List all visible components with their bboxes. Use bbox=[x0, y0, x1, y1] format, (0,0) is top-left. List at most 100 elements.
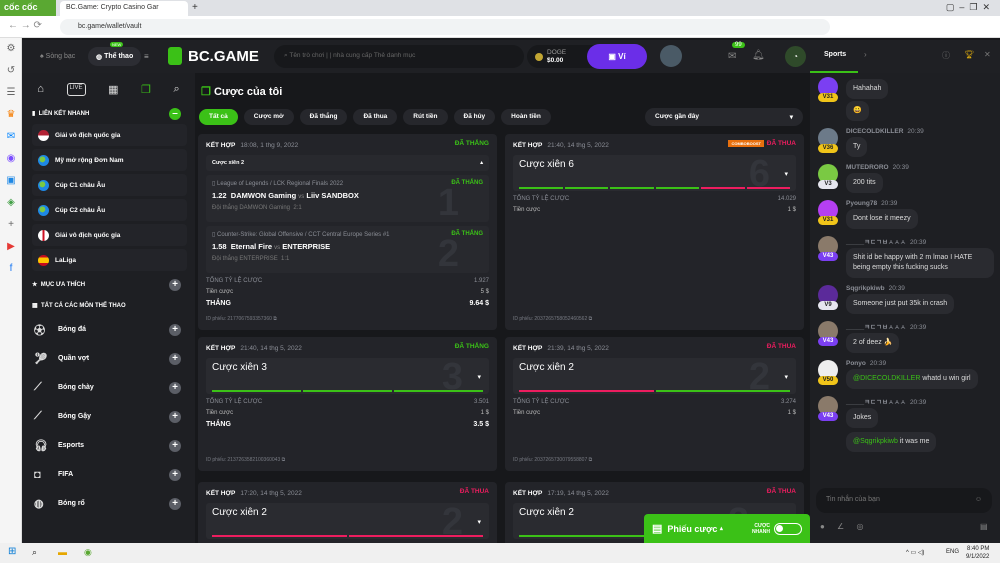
copy-icon[interactable]: ⧉ bbox=[273, 316, 277, 322]
url-field[interactable]: bc.game/wallet/vault bbox=[60, 19, 830, 35]
quick-link[interactable]: LaLiga bbox=[32, 249, 187, 271]
avatar[interactable] bbox=[818, 200, 838, 220]
avatar[interactable] bbox=[818, 77, 838, 97]
window-controls[interactable]: ▢ – ❐ ✕ bbox=[945, 2, 990, 12]
quick-link[interactable]: Cúp C1 châu Âu bbox=[32, 174, 187, 196]
browser-tab[interactable]: BC.Game: Crypto Casino Gar bbox=[60, 1, 188, 16]
bet-card[interactable]: KẾT HỢP 18:08, 1 thg 9, 2022 ĐÃ THẮNG Cược… bbox=[198, 134, 497, 330]
filter-tab[interactable]: Tất cả bbox=[199, 109, 238, 125]
parlay-header[interactable]: Cược xiên 2 ▴ bbox=[206, 155, 489, 171]
username[interactable]: Ponyo bbox=[846, 360, 866, 367]
chat-toggle-icon[interactable]: ◔ bbox=[785, 46, 806, 67]
sport-item[interactable]: ◍ Bóng rổ + bbox=[22, 489, 195, 518]
add-icon[interactable]: + bbox=[8, 219, 14, 230]
expand-button[interactable]: + bbox=[169, 497, 181, 510]
settings-icon[interactable]: ⚙ bbox=[6, 43, 16, 54]
username[interactable]: _____ㅋㄷㄱㅂㅅㅅㅅ bbox=[846, 239, 906, 246]
home-icon[interactable]: ⌂ bbox=[37, 83, 44, 95]
bet-card[interactable]: KẾT HỢP 17:20, 14 thg 5, 2022 ĐÃ THUA 2 Cượ… bbox=[198, 482, 497, 562]
crown-icon[interactable]: ♛ bbox=[6, 109, 16, 120]
quick-bet-toggle[interactable] bbox=[774, 522, 802, 535]
menu-icon[interactable]: ≡ bbox=[144, 52, 149, 61]
browser-logo[interactable]: cốc cốc bbox=[0, 0, 56, 16]
filter-tab[interactable]: Đã thắng bbox=[299, 109, 348, 125]
youtube-icon[interactable]: ▶ bbox=[7, 241, 15, 252]
gif-icon[interactable]: ▤ bbox=[980, 522, 988, 531]
betslip-bar[interactable]: ▤ Phiếu cược ▴ CƯỢC NHANH bbox=[644, 514, 810, 543]
favorites-expand[interactable]: + bbox=[169, 279, 181, 291]
filter-tab[interactable]: Hoàn tiền bbox=[501, 109, 551, 125]
expand-button[interactable]: + bbox=[169, 352, 181, 365]
close-icon[interactable]: ✕ bbox=[984, 50, 991, 59]
chat-tab-sports[interactable]: Sports bbox=[824, 51, 847, 58]
filter-tab[interactable]: Đã thua bbox=[353, 109, 398, 125]
avatar[interactable] bbox=[818, 321, 838, 341]
language[interactable]: ENG bbox=[946, 549, 960, 555]
expand-button[interactable]: + bbox=[169, 439, 181, 452]
username[interactable]: Pyoung78 bbox=[846, 200, 878, 207]
list-icon[interactable]: ☰ bbox=[6, 87, 16, 98]
search-icon[interactable]: ⌕ bbox=[32, 547, 38, 557]
sport-item[interactable]: ⚽︎ Bóng đá + bbox=[22, 315, 195, 344]
my-bets-icon[interactable]: ❐ bbox=[141, 84, 151, 96]
copy-icon[interactable]: ⧉ bbox=[588, 316, 593, 322]
expand-button[interactable]: + bbox=[169, 410, 181, 423]
sort-dropdown[interactable]: Cược gần đây ▾ bbox=[645, 108, 803, 126]
wallet-button[interactable]: ▣ Ví bbox=[587, 44, 647, 69]
chat-input[interactable]: Tin nhắn của bạn ☺ bbox=[816, 488, 992, 513]
coccoc-icon[interactable]: ◉ bbox=[84, 547, 92, 557]
avatar[interactable] bbox=[660, 45, 682, 67]
sport-item[interactable]: ⟋ Bóng chày + bbox=[22, 373, 195, 402]
avatar[interactable] bbox=[818, 360, 838, 380]
username[interactable]: MUTEDRORO bbox=[846, 164, 889, 171]
quick-link[interactable]: Mỹ mở rộng Đơn Nam bbox=[32, 149, 187, 171]
mention[interactable]: @Sqgrikpkiwb bbox=[853, 438, 898, 445]
logo[interactable]: BC.GAME bbox=[188, 48, 259, 65]
username[interactable]: DICECOLDKILLER bbox=[846, 128, 904, 135]
collapse-button[interactable]: – bbox=[169, 108, 181, 120]
clock[interactable]: 8:40 PM 9/1/2022 bbox=[966, 545, 989, 561]
facebook-icon[interactable]: f bbox=[9, 263, 13, 274]
avatar[interactable] bbox=[818, 236, 838, 256]
parlay-header[interactable]: 6 Cược xiên 6 ▾ bbox=[513, 153, 796, 195]
mention[interactable]: @DICECOLDKILLER bbox=[853, 375, 921, 382]
search-icon[interactable]: ⌕ bbox=[173, 83, 180, 95]
live-icon[interactable]: LIVE bbox=[66, 83, 86, 96]
mail-icon[interactable]: ✉ bbox=[728, 51, 737, 62]
search-input[interactable]: ⌕ Tên trò chơi | | nhà cung cấp Thẻ danh… bbox=[274, 45, 524, 68]
filter-tab[interactable]: Rút tiền bbox=[403, 109, 448, 125]
copy-icon[interactable]: ⧉ bbox=[281, 457, 286, 463]
parlay-header[interactable]: 3 Cược xiên 3 ▾ bbox=[206, 356, 489, 398]
bell-icon[interactable]: 🔔︎ bbox=[752, 50, 765, 61]
sports-tab[interactable]: ◍ Thể thao bbox=[88, 47, 142, 66]
parlay-header[interactable]: 2 Cược xiên 2 ▾ bbox=[513, 356, 796, 398]
favorites-header[interactable]: ★ MỤC ƯA THÍCH + bbox=[22, 271, 195, 298]
history-icon[interactable]: ↺ bbox=[6, 65, 16, 76]
quick-link[interactable]: Cúp C2 châu Âu bbox=[32, 199, 187, 221]
game-icon[interactable]: ◈ bbox=[7, 197, 15, 208]
expand-button[interactable]: + bbox=[169, 381, 181, 394]
nav-buttons[interactable]: ← → ⟳ bbox=[8, 20, 42, 31]
quick-link[interactable]: Giải vô địch quốc gia bbox=[32, 224, 187, 246]
expand-button[interactable]: + bbox=[169, 468, 181, 481]
sport-item[interactable]: ◘ FIFA + bbox=[22, 460, 195, 489]
sport-item[interactable]: 🎾︎ Quần vợt + bbox=[22, 344, 195, 373]
bet-card[interactable]: KẾT HỢP 21:40, 14 thg 5, 2022 COMBOBOOST … bbox=[505, 134, 804, 330]
casino-tab[interactable]: ♠ Sòng bạc bbox=[40, 53, 76, 60]
app-icon[interactable]: ▣ bbox=[6, 175, 16, 186]
username[interactable]: Sqgrikpkiwb bbox=[846, 285, 885, 292]
parlay-header[interactable]: 2 Cược xiên 2 ▾ bbox=[206, 501, 489, 543]
username[interactable]: _____ㅋㄷㄱㅂㅅㅅㅅ bbox=[846, 324, 906, 331]
avatar[interactable] bbox=[818, 285, 838, 305]
sport-item[interactable]: 🎧︎ Esports + bbox=[22, 431, 195, 460]
chevron-right-icon[interactable]: › bbox=[864, 50, 867, 59]
filter-tab[interactable]: Cược mở bbox=[243, 109, 294, 125]
windows-start-icon[interactable]: ⊞ bbox=[8, 546, 17, 557]
messenger-icon[interactable]: ◉ bbox=[6, 153, 16, 164]
file-explorer-icon[interactable]: ▬ bbox=[58, 547, 67, 557]
trophy-icon[interactable]: 🏆︎ bbox=[964, 50, 975, 59]
filter-tab[interactable]: Đã hủy bbox=[453, 109, 496, 125]
messenger-icon[interactable]: ✉ bbox=[6, 131, 16, 142]
username[interactable]: _____ㅋㄷㄱㅂㅅㅅㅅ bbox=[846, 399, 906, 406]
copy-icon[interactable]: ⧉ bbox=[588, 457, 593, 463]
